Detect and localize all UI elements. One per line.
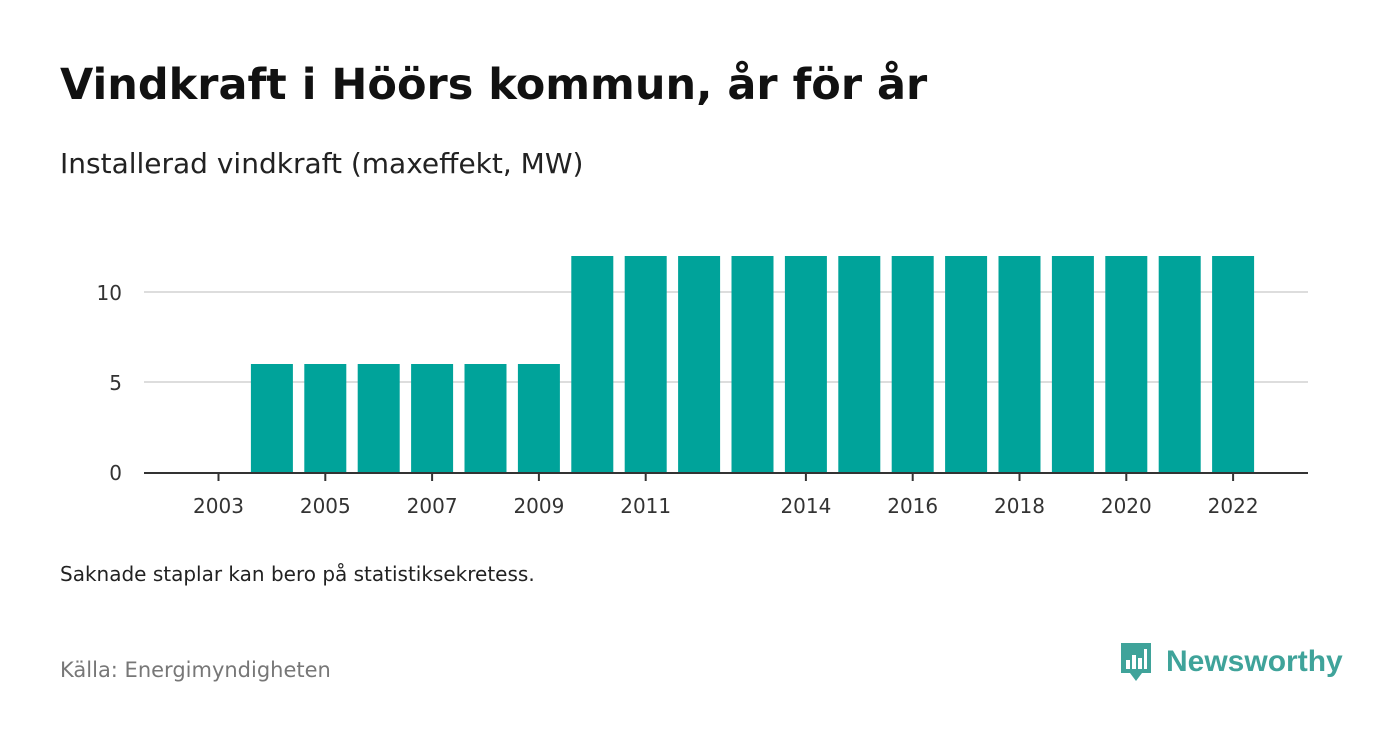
bar-2009: [517, 364, 560, 472]
bar-chart: 0 5 10 2003 2005 2007 2009 2011 2014 2016 2018 2020…: [97, 256, 1308, 518]
bar-2007: [411, 364, 454, 472]
axes: [144, 472, 1308, 481]
bar-2010: [571, 256, 614, 472]
chart-subtitle: Installerad vindkraft (maxeffekt, MW): [60, 147, 584, 180]
bar-2021: [1158, 256, 1201, 472]
y-tick-label: 5: [109, 371, 122, 395]
chart-note: Saknade staplar kan bero på statistiksek…: [60, 562, 535, 586]
x-tick-label: 2005: [300, 494, 351, 518]
x-tick-label: 2016: [887, 494, 938, 518]
x-tick-label: 2009: [513, 494, 564, 518]
bar-2015: [838, 256, 881, 472]
bar-2013: [731, 256, 774, 472]
bar-2022: [1212, 256, 1255, 472]
bar-2005: [304, 364, 347, 472]
tick-labels: 0 5 10 2003 2005 2007 2009 2011 2014 2016 2018 2020…: [97, 281, 1259, 518]
bar-2006: [357, 364, 400, 472]
newsworthy-logo-icon: [1121, 643, 1151, 681]
bar-2008: [464, 364, 507, 472]
brand-name: Newsworthy: [1166, 645, 1343, 678]
bar-2011: [624, 256, 667, 472]
y-tick-label: 0: [109, 461, 122, 485]
x-tick-label: 2011: [620, 494, 671, 518]
bar-2012: [678, 256, 721, 472]
y-tick-label: 10: [97, 281, 122, 305]
source-credit: Källa: Energimyndigheten: [60, 658, 331, 682]
brand-logo: Newsworthy: [1118, 640, 1343, 684]
x-tick-label: 2020: [1101, 494, 1152, 518]
bar-2016: [891, 256, 934, 472]
x-tick-label: 2022: [1208, 494, 1259, 518]
bar-2018: [998, 256, 1041, 472]
chart-title: Vindkraft i Höörs kommun, år för år: [60, 60, 928, 110]
bars: [250, 256, 1255, 472]
x-tick-label: 2014: [780, 494, 831, 518]
x-tick-label: 2018: [994, 494, 1045, 518]
x-tick-label: 2007: [407, 494, 458, 518]
bar-2020: [1105, 256, 1148, 472]
bar-2004: [250, 364, 293, 472]
bar-2019: [1051, 256, 1094, 472]
bar-2017: [945, 256, 988, 472]
bar-2014: [784, 256, 827, 472]
x-tick-label: 2003: [193, 494, 244, 518]
